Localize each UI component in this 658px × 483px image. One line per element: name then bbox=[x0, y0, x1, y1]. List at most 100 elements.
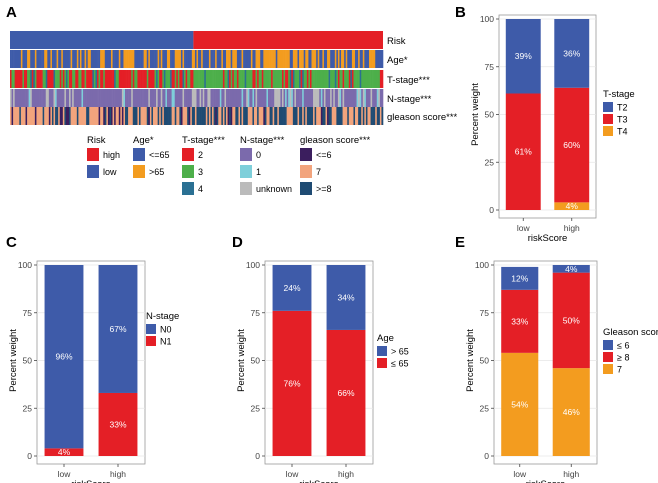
heatmap-cell bbox=[170, 70, 172, 88]
heatmap-cell bbox=[275, 70, 278, 88]
heatmap-cell bbox=[196, 89, 199, 107]
heatmap-cell bbox=[166, 50, 169, 68]
bar-segment bbox=[98, 392, 138, 456]
heatmap-cell bbox=[31, 50, 34, 68]
heatmap-cell bbox=[313, 107, 315, 125]
heatmap-cell bbox=[106, 50, 109, 68]
heatmap-cell bbox=[252, 70, 255, 88]
legend-label: T4 bbox=[617, 127, 628, 137]
heatmap-cell bbox=[65, 89, 68, 107]
heatmap-cell bbox=[36, 89, 39, 107]
heatmap-cell bbox=[20, 50, 23, 68]
heatmap-cell bbox=[283, 70, 286, 88]
heatmap-cell bbox=[226, 89, 228, 107]
legend-label: N1 bbox=[160, 337, 172, 347]
heatmap-cell bbox=[185, 70, 188, 88]
heatmap-cell bbox=[313, 89, 315, 107]
heatmap-cell bbox=[39, 70, 42, 88]
heatmap-cell bbox=[275, 107, 278, 125]
heatmap-cell bbox=[67, 107, 70, 125]
heatmap-cell bbox=[334, 107, 337, 125]
y-tick-label: 0 bbox=[484, 451, 489, 461]
heatmap-cell bbox=[184, 50, 186, 68]
heatmap-cell bbox=[47, 107, 50, 125]
heatmap-cell bbox=[159, 89, 162, 107]
heatmap-cell bbox=[139, 70, 141, 88]
heatmap-legend-title: T-stage*** bbox=[182, 135, 225, 146]
heatmap-cell bbox=[215, 50, 217, 68]
heatmap-cell bbox=[171, 107, 174, 125]
heatmap-cell bbox=[232, 50, 235, 68]
heatmap-cell bbox=[264, 89, 267, 107]
heatmap-cell bbox=[369, 70, 371, 88]
heatmap-cell bbox=[145, 70, 148, 88]
heatmap-cell bbox=[285, 50, 287, 68]
heatmap-cell bbox=[184, 107, 186, 125]
heatmap-cell bbox=[180, 50, 183, 68]
heatmap-cell bbox=[342, 89, 345, 107]
heatmap-cell bbox=[184, 89, 186, 107]
heatmap-cell bbox=[185, 107, 188, 125]
heatmap-cell bbox=[347, 107, 350, 125]
heatmap-cell bbox=[364, 70, 367, 88]
heatmap-cell bbox=[135, 70, 138, 88]
heatmap-cell bbox=[103, 107, 106, 125]
heatmap-cell bbox=[31, 89, 34, 107]
heatmap-cell bbox=[179, 50, 182, 68]
data-label: 33% bbox=[109, 419, 126, 429]
heatmap-cell bbox=[235, 107, 238, 125]
heatmap-cell bbox=[47, 50, 50, 68]
heatmap-cell bbox=[198, 50, 200, 68]
heatmap-cell bbox=[89, 70, 92, 88]
heatmap-cell bbox=[199, 89, 202, 107]
heatmap-cell bbox=[207, 89, 210, 107]
heatmap-cell bbox=[255, 107, 258, 125]
heatmap-cell bbox=[347, 50, 350, 68]
heatmap-cell bbox=[243, 50, 245, 68]
heatmap-cell bbox=[205, 70, 208, 88]
heatmap-cell bbox=[280, 107, 283, 125]
heatmap-cell bbox=[190, 89, 193, 107]
legend-swatch bbox=[603, 364, 613, 374]
heatmap-legend-swatch bbox=[87, 148, 99, 161]
heatmap-cell bbox=[90, 89, 93, 107]
heatmap-cell bbox=[120, 70, 123, 88]
heatmap-cell bbox=[264, 50, 267, 68]
heatmap-cell bbox=[313, 70, 315, 88]
heatmap-cell bbox=[322, 70, 325, 88]
heatmap-cell bbox=[180, 70, 183, 88]
heatmap-cell bbox=[353, 107, 356, 125]
heatmap-cell bbox=[174, 89, 177, 107]
heatmap-cell bbox=[125, 50, 127, 68]
heatmap-cell bbox=[179, 107, 182, 125]
heatmap-cell bbox=[269, 50, 272, 68]
heatmap-cell bbox=[101, 107, 104, 125]
heatmap-cell bbox=[128, 70, 130, 88]
heatmap-cell bbox=[325, 70, 328, 88]
heatmap-cell bbox=[373, 107, 376, 125]
heatmap-cell bbox=[317, 70, 320, 88]
heatmap-cell bbox=[149, 107, 152, 125]
heatmap-cell bbox=[44, 50, 47, 68]
heatmap-cell bbox=[44, 89, 47, 107]
heatmap-cell bbox=[154, 107, 157, 125]
heatmap-cell bbox=[76, 50, 79, 68]
heatmap-cell bbox=[230, 70, 233, 88]
heatmap-cell bbox=[341, 89, 343, 107]
heatmap-cell bbox=[328, 89, 331, 107]
heatmap-cell bbox=[163, 70, 166, 88]
heatmap-cell bbox=[333, 89, 336, 107]
heatmap-cell bbox=[19, 89, 22, 107]
heatmap-cell bbox=[258, 50, 261, 68]
heatmap-cell bbox=[361, 50, 364, 68]
heatmap-cell bbox=[58, 70, 61, 88]
heatmap-cell bbox=[207, 107, 210, 125]
heatmap-cell bbox=[51, 70, 54, 88]
heatmap-cell bbox=[358, 89, 360, 107]
heatmap-cell bbox=[342, 107, 345, 125]
heatmap-cell bbox=[146, 50, 149, 68]
data-label: 12% bbox=[511, 273, 528, 283]
heatmap-cell bbox=[95, 89, 98, 107]
heatmap-cell bbox=[292, 89, 295, 107]
heatmap-cell bbox=[69, 89, 71, 107]
